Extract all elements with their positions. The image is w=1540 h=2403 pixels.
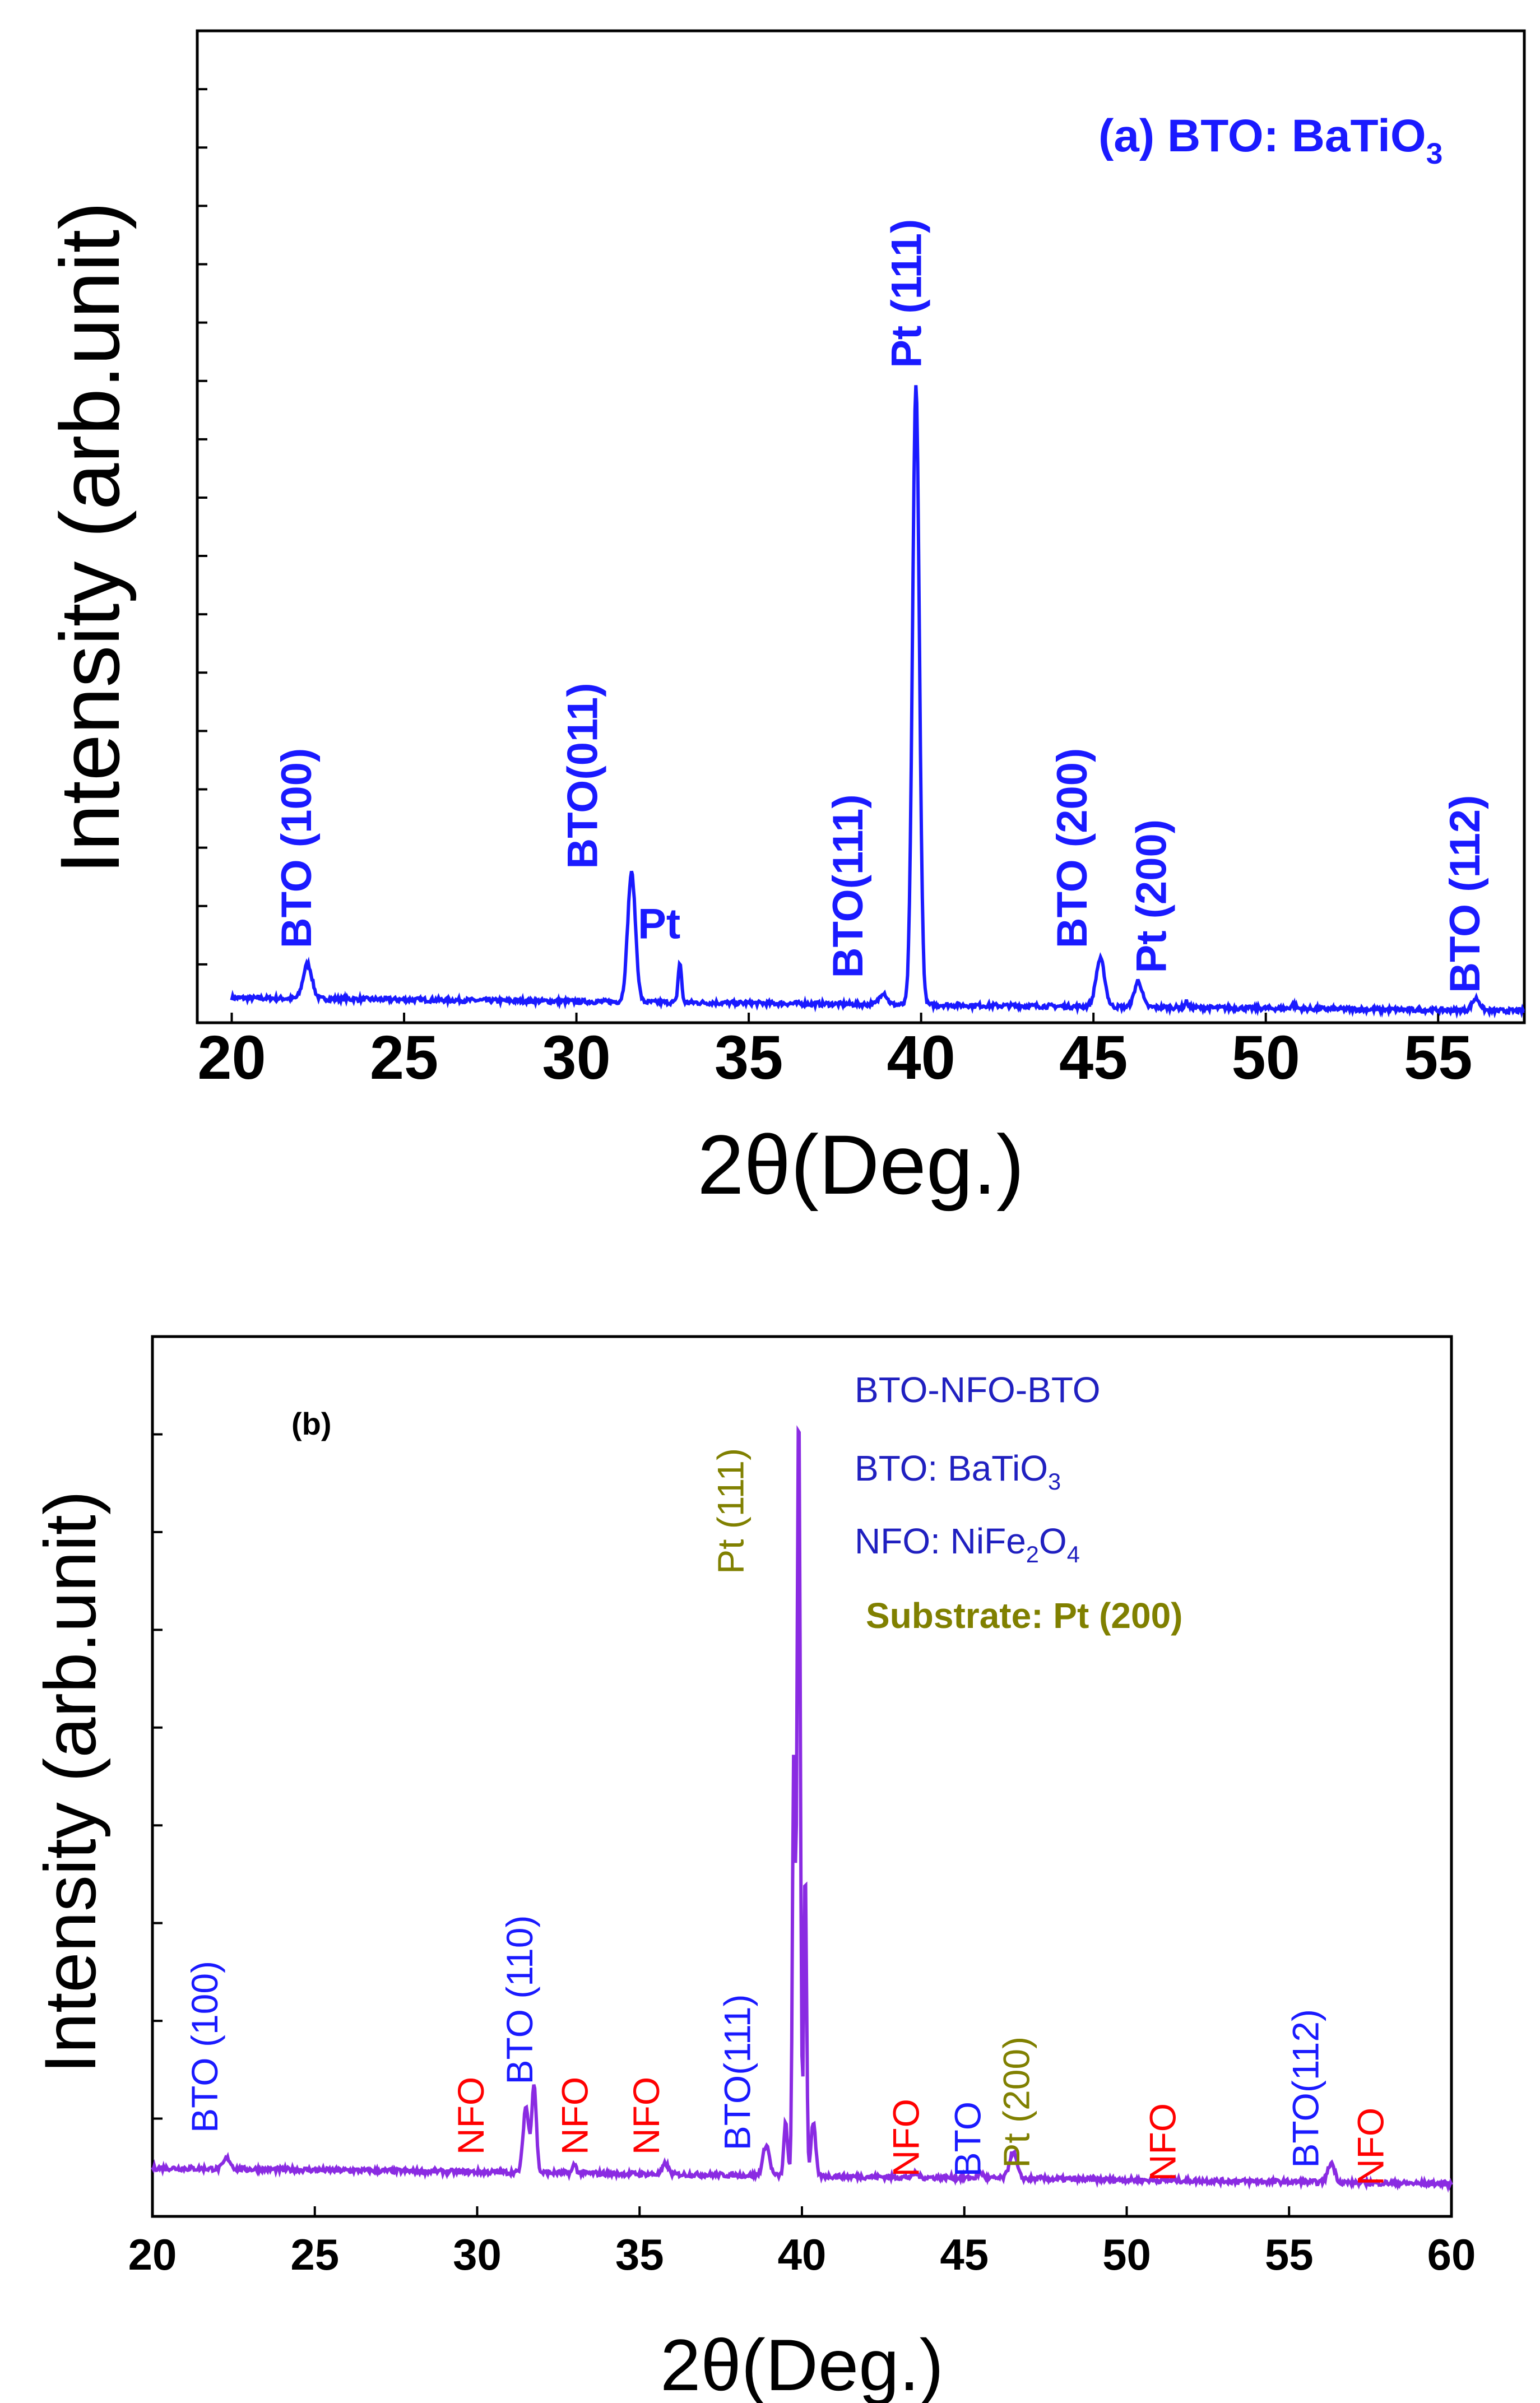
x-tick-label: 30	[542, 1023, 610, 1092]
x-tick-label: 30	[453, 2230, 502, 2279]
panel-a-y-axis-title: Intensity (arb.unit)	[43, 202, 137, 875]
peak-label: Pt (200)	[996, 2036, 1037, 2168]
legend-line-sample: BTO-NFO-BTO	[855, 1370, 1101, 1410]
peak-label: BTO (110)	[499, 1915, 540, 2085]
panel-a-title: (a) BTO: BaTiO3	[1098, 110, 1442, 170]
panel-b-y-axis-title: Intensity (arb.unit)	[29, 1491, 111, 2073]
x-tick-label: 55	[1404, 1023, 1472, 1092]
panel-a-tick-labels: 20 25 30 35 40 45 50 55	[197, 1023, 1472, 1092]
peak-label: Pt	[638, 901, 680, 948]
x-tick-label: 40	[778, 2230, 827, 2279]
x-tick-label: 40	[887, 1023, 955, 1092]
panel-b-chart: 20 25 30 35 40 45 50 55 60 BTO (100) BTO (110)NFO…	[29, 1335, 1476, 2403]
x-tick-label: 50	[1102, 2230, 1151, 2279]
legend-line-bto: BTO: BaTiO3	[855, 1448, 1061, 1495]
peak-label: NFO	[450, 2077, 491, 2155]
x-tick-label: 20	[197, 1023, 266, 1092]
panel-a-title-text: (a) BTO: BaTiO	[1098, 110, 1426, 161]
x-tick-label: 35	[615, 2230, 664, 2279]
peak-label: BTO(112)	[1284, 2009, 1326, 2168]
x-tick-label: 25	[290, 2230, 339, 2279]
peak-label: BTO (100)	[184, 1961, 225, 2133]
legend-bto-text: BTO: BaTiO	[855, 1448, 1048, 1488]
peak-label: NFO	[885, 2099, 927, 2177]
x-tick-label: 25	[370, 1023, 438, 1092]
panel-b-x-axis-title: 2θ(Deg.)	[660, 2324, 944, 2403]
panel-b-axis-ticks	[151, 1433, 1453, 2216]
peak-label: NFO	[1349, 2108, 1391, 2186]
legend-nfo-text-a: NFO: NiFe	[855, 1521, 1026, 1561]
panel-a-peak-labels: BTO (100) BTO(011) Pt BTO(111) Pt (111) BTO (…	[273, 219, 1489, 993]
peak-label: BTO (100)	[273, 748, 321, 949]
x-tick-label: 20	[128, 2230, 177, 2279]
x-tick-label: 45	[1059, 1023, 1128, 1092]
panel-a-chart: 20 25 30 35 40 45 50 55 BTO (100) BTO(011) Pt BTO(…	[43, 29, 1526, 1212]
peak-label: Pt (111)	[883, 219, 931, 368]
peak-label: BTO(111)	[824, 794, 872, 978]
peak-label: NFO	[625, 2077, 667, 2155]
panel-b-series-line	[151, 1425, 1453, 2193]
legend-bto-sub: 3	[1048, 1468, 1061, 1495]
panel-a-axis-ticks	[197, 88, 1440, 1023]
x-tick-label: 45	[940, 2230, 989, 2279]
panel-b-label: (b)	[291, 1406, 332, 1441]
panel-b-peak-labels: BTO (100) BTO (110)NFO NFO NFO BTO(111)Pt (1…	[184, 1448, 1391, 2186]
peak-label: BTO (112)	[1441, 795, 1489, 992]
panel-a-title-subscript: 3	[1426, 137, 1443, 170]
peak-label: Pt (111)	[710, 1448, 752, 1574]
panel-b-legend: BTO-NFO-BTO BTO: BaTiO3 NFO: NiFe2O4 Sub…	[855, 1370, 1182, 1636]
peak-label: NFO	[554, 2077, 596, 2155]
peak-label: BTO (200)	[1049, 748, 1096, 949]
peak-label: BTO	[947, 2102, 989, 2177]
panel-a-x-axis-title: 2θ(Deg.)	[697, 1117, 1024, 1212]
legend-nfo-sub-1: 2	[1026, 1541, 1039, 1567]
panel-a-series-line	[230, 385, 1525, 1019]
peak-label: BTO(111)	[716, 1994, 758, 2150]
panel-b-tick-labels: 20 25 30 35 40 45 50 55 60	[128, 2230, 1476, 2279]
x-tick-label: 55	[1265, 2230, 1314, 2279]
peak-label: NFO	[1142, 2103, 1183, 2181]
panel-a-plot-frame	[196, 29, 1526, 1024]
legend-line-nfo: NFO: NiFe2O4	[855, 1521, 1080, 1567]
peak-label: Pt (200)	[1128, 819, 1175, 973]
legend-nfo-sub-2: 4	[1067, 1541, 1080, 1567]
legend-line-substrate: Substrate: Pt (200)	[866, 1595, 1182, 1636]
x-tick-label: 60	[1427, 2230, 1476, 2279]
legend-nfo-text-b: O	[1039, 1521, 1067, 1561]
peak-label: BTO(011)	[559, 683, 606, 869]
x-tick-label: 50	[1232, 1023, 1300, 1092]
x-tick-label: 35	[715, 1023, 783, 1092]
